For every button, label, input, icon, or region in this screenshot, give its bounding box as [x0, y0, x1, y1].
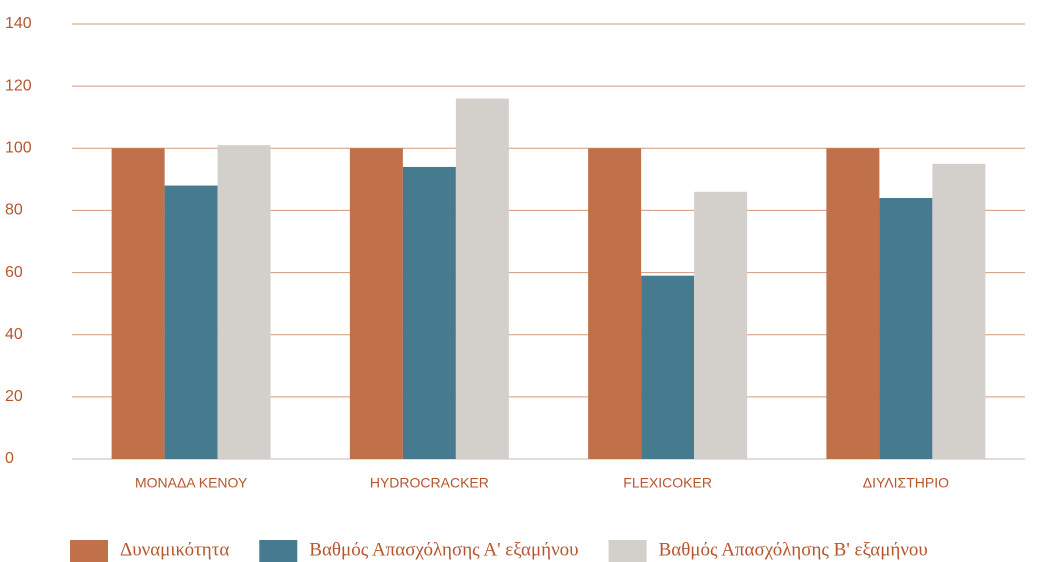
legend-label: Δυναμικότητα — [120, 539, 229, 560]
y-tick-label: 60 — [5, 264, 23, 281]
x-tick-label: ΜΟΝΑΔΑ ΚΕΝΟΥ — [135, 475, 248, 491]
bar — [879, 198, 933, 459]
legend-label: Βαθμός Απασχόλησης Α' εξαμήνου — [309, 539, 578, 560]
bar — [588, 148, 642, 460]
bar — [826, 148, 880, 460]
legend-swatch — [70, 540, 108, 562]
x-tick-label: ΔΙΥΛΙΣΤΗΡΙΟ — [863, 475, 949, 491]
y-tick-label: 0 — [5, 450, 14, 467]
y-tick-label: 120 — [5, 77, 32, 94]
bar — [641, 275, 695, 459]
bar — [349, 148, 403, 460]
legend-label: Βαθμός Απασχόλησης Β' εξαμήνου — [659, 539, 928, 560]
x-tick-label: FLEXICOKER — [623, 475, 712, 491]
bar — [402, 166, 456, 459]
y-tick-label: 40 — [5, 326, 23, 343]
y-tick-label: 140 — [5, 15, 32, 32]
bar — [111, 148, 165, 460]
bar — [694, 191, 748, 460]
bar — [455, 98, 509, 460]
bar — [164, 185, 218, 460]
y-tick-label: 80 — [5, 202, 23, 219]
y-tick-label: 100 — [5, 140, 32, 157]
x-tick-label: HYDROCRACKER — [370, 475, 489, 491]
bar — [932, 163, 986, 460]
y-tick-label: 20 — [5, 388, 23, 405]
legend-swatch — [608, 540, 647, 562]
bar — [217, 145, 271, 459]
legend-swatch — [259, 540, 298, 562]
